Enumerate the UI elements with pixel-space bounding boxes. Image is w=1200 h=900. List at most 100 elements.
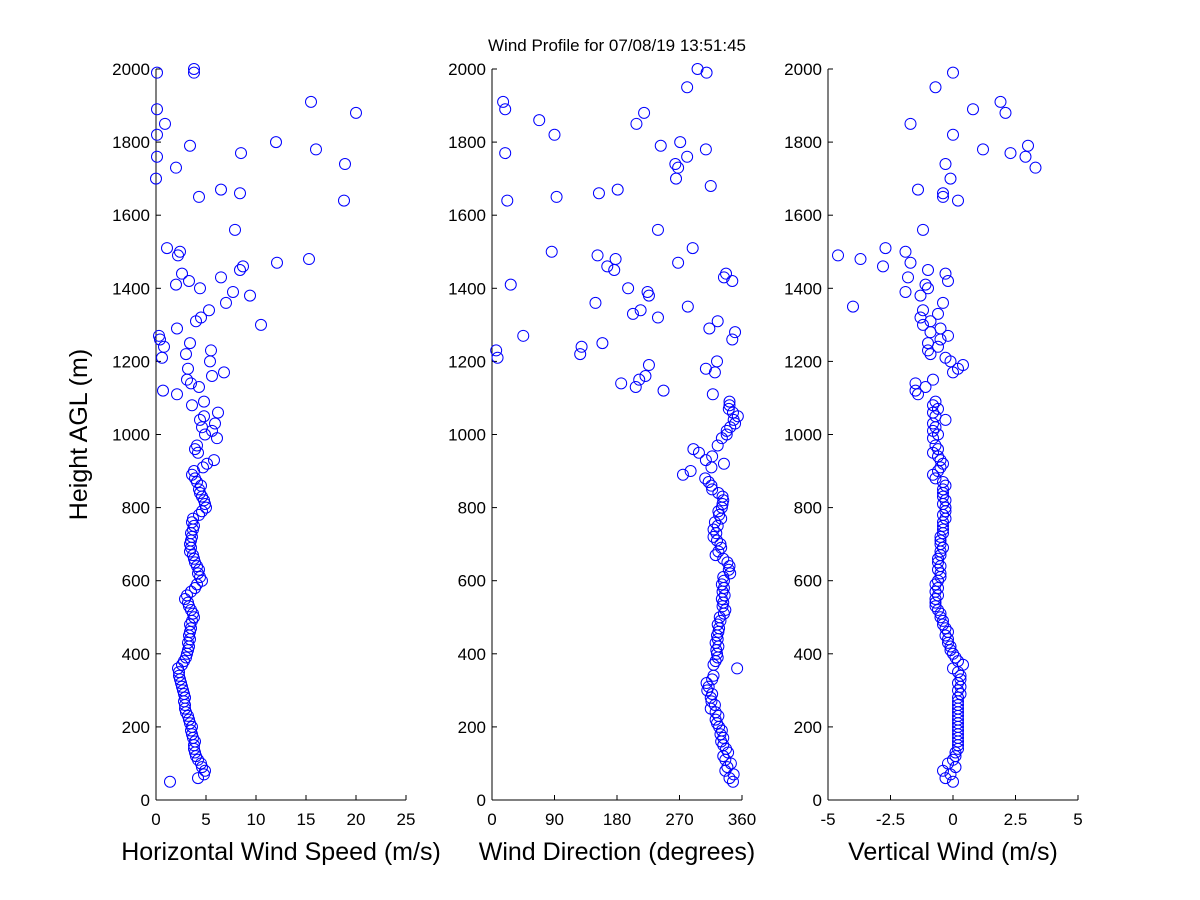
vertical-data-point (942, 274, 954, 287)
vertical-data-point (937, 190, 949, 203)
vertical-data-point (999, 106, 1012, 119)
direction-data-point (705, 479, 718, 492)
speed-data-point (182, 596, 194, 609)
direction-y-tick-label: 200 (458, 718, 486, 737)
speed-y-tick-label: 1200 (112, 352, 150, 371)
speed-x-tick-label: 0 (151, 810, 160, 829)
direction-data-point (711, 439, 724, 452)
speed-y-tick-label: 1400 (112, 279, 150, 298)
vertical-data-point (1004, 147, 1017, 160)
speed-y-tick-label: 2000 (112, 60, 150, 79)
direction-x-tick-label: 360 (728, 810, 756, 829)
vertical-x-tick-label: 5 (1073, 810, 1082, 829)
direction-data-point (717, 457, 730, 470)
speed-data-point (271, 256, 283, 269)
direction-data-point (642, 359, 655, 372)
speed-data-point (184, 337, 196, 350)
direction-y-tick-label: 1600 (448, 206, 486, 225)
speed-y-axis-title: Height AGL (m) (65, 349, 93, 520)
direction-data-point (575, 340, 588, 353)
direction-data-point (639, 370, 652, 383)
speed-data-point (189, 472, 201, 485)
direction-data-point (497, 95, 510, 108)
vertical-data-point (927, 424, 939, 437)
vertical-data-point (927, 373, 939, 386)
vertical-data-point (877, 260, 889, 273)
speed-data-point (164, 775, 176, 788)
direction-data-point (714, 538, 727, 551)
vertical-data-point (934, 538, 947, 551)
speed-data-point (185, 585, 197, 598)
direction-data-point (712, 486, 725, 499)
speed-data-point (192, 772, 204, 785)
speed-data-point (173, 669, 185, 682)
vertical-data-point (939, 413, 952, 426)
vertical-data-point (937, 523, 949, 536)
direction-data-point (714, 614, 727, 627)
direction-x-tick-label: 270 (665, 810, 693, 829)
vertical-data-point (934, 530, 947, 543)
direction-data-point (545, 245, 558, 258)
direction-data-point (721, 556, 734, 569)
speed-data-point (184, 139, 196, 152)
vertical-data-point (952, 677, 964, 690)
direction-data-point (681, 150, 694, 163)
speed-data-point (255, 318, 267, 331)
direction-data-point (726, 406, 739, 419)
vertical-data-point (937, 516, 949, 529)
vertical-data-point (942, 329, 954, 342)
vertical-data-point (917, 223, 929, 236)
vertical-data-point (954, 669, 967, 682)
speed-y-tick-label: 1600 (112, 206, 150, 225)
direction-data-point (676, 468, 689, 481)
direction-data-point (504, 278, 517, 291)
vertical-data-point (927, 399, 939, 412)
speed-data-point (183, 713, 195, 726)
direction-data-point (711, 315, 724, 328)
speed-x-tick-label: 10 (247, 810, 266, 829)
figure-title: Wind Profile for 07/08/19 13:51:45 (488, 36, 746, 55)
vertical-data-point (947, 128, 959, 141)
vertical-data-point (949, 651, 962, 664)
vertical-data-point (917, 304, 929, 317)
vertical-data-point (917, 318, 929, 331)
speed-data-point (180, 348, 192, 361)
speed-data-point (186, 516, 198, 529)
direction-data-point (589, 296, 602, 309)
speed-data-point (303, 253, 315, 266)
vertical-data-point (994, 95, 1007, 108)
direction-data-point (622, 282, 635, 295)
direction-y-tick-label: 600 (458, 572, 486, 591)
speed-data-point (151, 128, 163, 141)
vertical-data-point (832, 249, 844, 262)
vertical-data-point (929, 472, 942, 485)
speed-y-tick-label: 600 (122, 572, 150, 591)
speed-data-point (159, 117, 171, 130)
direction-data-point (654, 139, 667, 152)
speed-data-point (175, 677, 187, 690)
panel-direction: 0 200 400 600 800 1000 1200 1400 1600 1800 2000 0 90… (448, 60, 756, 866)
vertical-x-tick-label: -2.5 (876, 810, 905, 829)
speed-data-point (205, 344, 217, 357)
vertical-y-tick-label: 600 (794, 572, 822, 591)
speed-data-point (199, 497, 211, 510)
vertical-y-tick-label: 0 (813, 791, 822, 810)
direction-data-point (727, 768, 740, 781)
speed-y-tick-label: 200 (122, 718, 150, 737)
vertical-data-point (939, 501, 952, 514)
vertical-data-point (929, 81, 942, 94)
vertical-data-point (914, 311, 927, 324)
speed-data-point (195, 479, 207, 492)
speed-data-point (215, 271, 227, 284)
direction-y-tick-label: 1400 (448, 279, 486, 298)
direction-data-point (713, 508, 726, 521)
speed-data-point (151, 66, 163, 79)
speed-data-point (199, 428, 211, 441)
direction-data-point (550, 190, 563, 203)
direction-data-point (711, 618, 724, 631)
vertical-data-point (934, 461, 947, 474)
direction-data-point (706, 388, 719, 401)
direction-data-point (626, 307, 639, 320)
vertical-data-point (934, 611, 947, 624)
vertical-data-point (937, 618, 949, 631)
